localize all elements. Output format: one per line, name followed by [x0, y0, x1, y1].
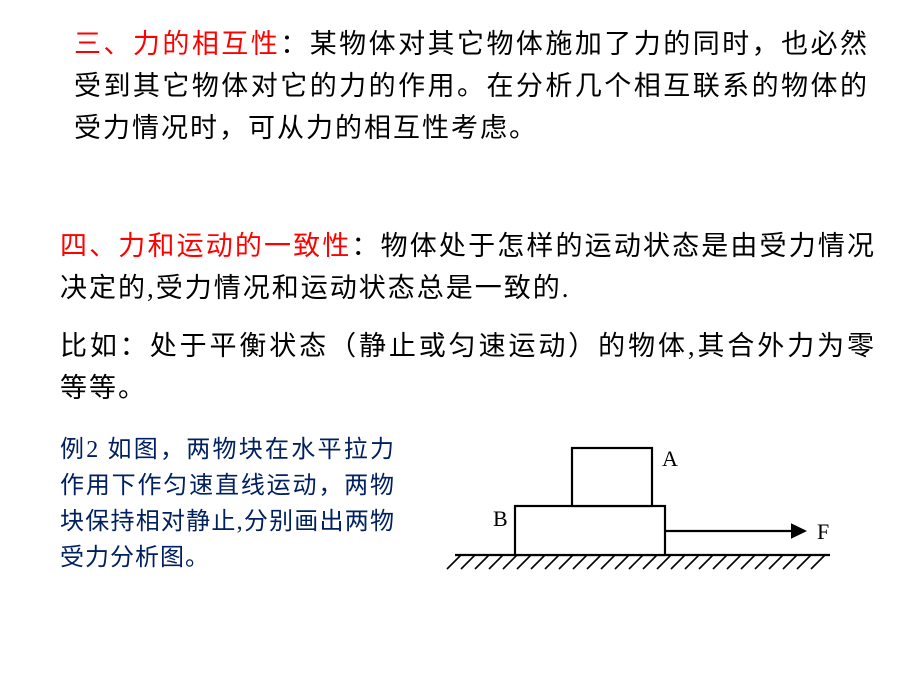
section-3: 三、力的相互性：某物体对其它物体施加了力的同时，也必然受到其它物体对它的力的作用…: [74, 24, 869, 150]
ground-hatch: [671, 555, 685, 569]
label-f: F: [817, 519, 829, 544]
ground-hatch: [517, 555, 531, 569]
slide: 三、力的相互性：某物体对其它物体施加了力的同时，也必然受到其它物体对它的力的作用…: [0, 0, 920, 690]
ground-hatch: [601, 555, 615, 569]
ground-hatch: [629, 555, 643, 569]
ground-hatch: [657, 555, 671, 569]
block-a: [572, 448, 652, 506]
example-2: 例2 如图，两物块在水平拉力作用下作匀速直线运动，两物块保持相对静止,分别画出两…: [60, 432, 395, 576]
ground-hatch: [769, 555, 783, 569]
ground-hatch: [811, 555, 825, 569]
ground-hatch: [587, 555, 601, 569]
ground-hatch: [503, 555, 517, 569]
section-3-heading: 三、力的相互性: [74, 29, 280, 59]
ground-hatch: [783, 555, 797, 569]
example-2-text: 例2 如图，两物块在水平拉力作用下作匀速直线运动，两物块保持相对静止,分别画出两…: [60, 437, 395, 571]
ground-hatch: [489, 555, 503, 569]
ground-hatch: [615, 555, 629, 569]
ground-hatch: [797, 555, 811, 569]
ground-hatch: [713, 555, 727, 569]
ground-hatch: [685, 555, 699, 569]
force-diagram: A B F: [420, 400, 880, 620]
ground-hatch: [475, 555, 489, 569]
ground-hatch: [559, 555, 573, 569]
ground-hatch: [755, 555, 769, 569]
section-4: 四、力和运动的一致性：物体处于怎样的运动状态是由受力情况决定的,受力情况和运动状…: [60, 226, 876, 310]
ground-hatch: [573, 555, 587, 569]
ground-hatch: [461, 555, 475, 569]
ground-hatch: [727, 555, 741, 569]
example-paragraph-text: 比如：处于平衡状态（静止或匀速运动）的物体,其合外力为零等等。: [60, 331, 876, 403]
ground-hatch: [643, 555, 657, 569]
force-arrow-head: [791, 523, 807, 538]
ground-hatch: [447, 555, 461, 569]
ground-hatch: [741, 555, 755, 569]
ground-hatch: [545, 555, 559, 569]
section-4-heading: 四、力和运动的一致性: [60, 231, 351, 261]
ground-hatch: [531, 555, 545, 569]
label-a: A: [662, 446, 678, 471]
ground-hatch: [699, 555, 713, 569]
label-b: B: [493, 506, 508, 531]
block-b: [515, 506, 665, 555]
example-paragraph: 比如：处于平衡状态（静止或匀速运动）的物体,其合外力为零等等。: [60, 326, 876, 410]
